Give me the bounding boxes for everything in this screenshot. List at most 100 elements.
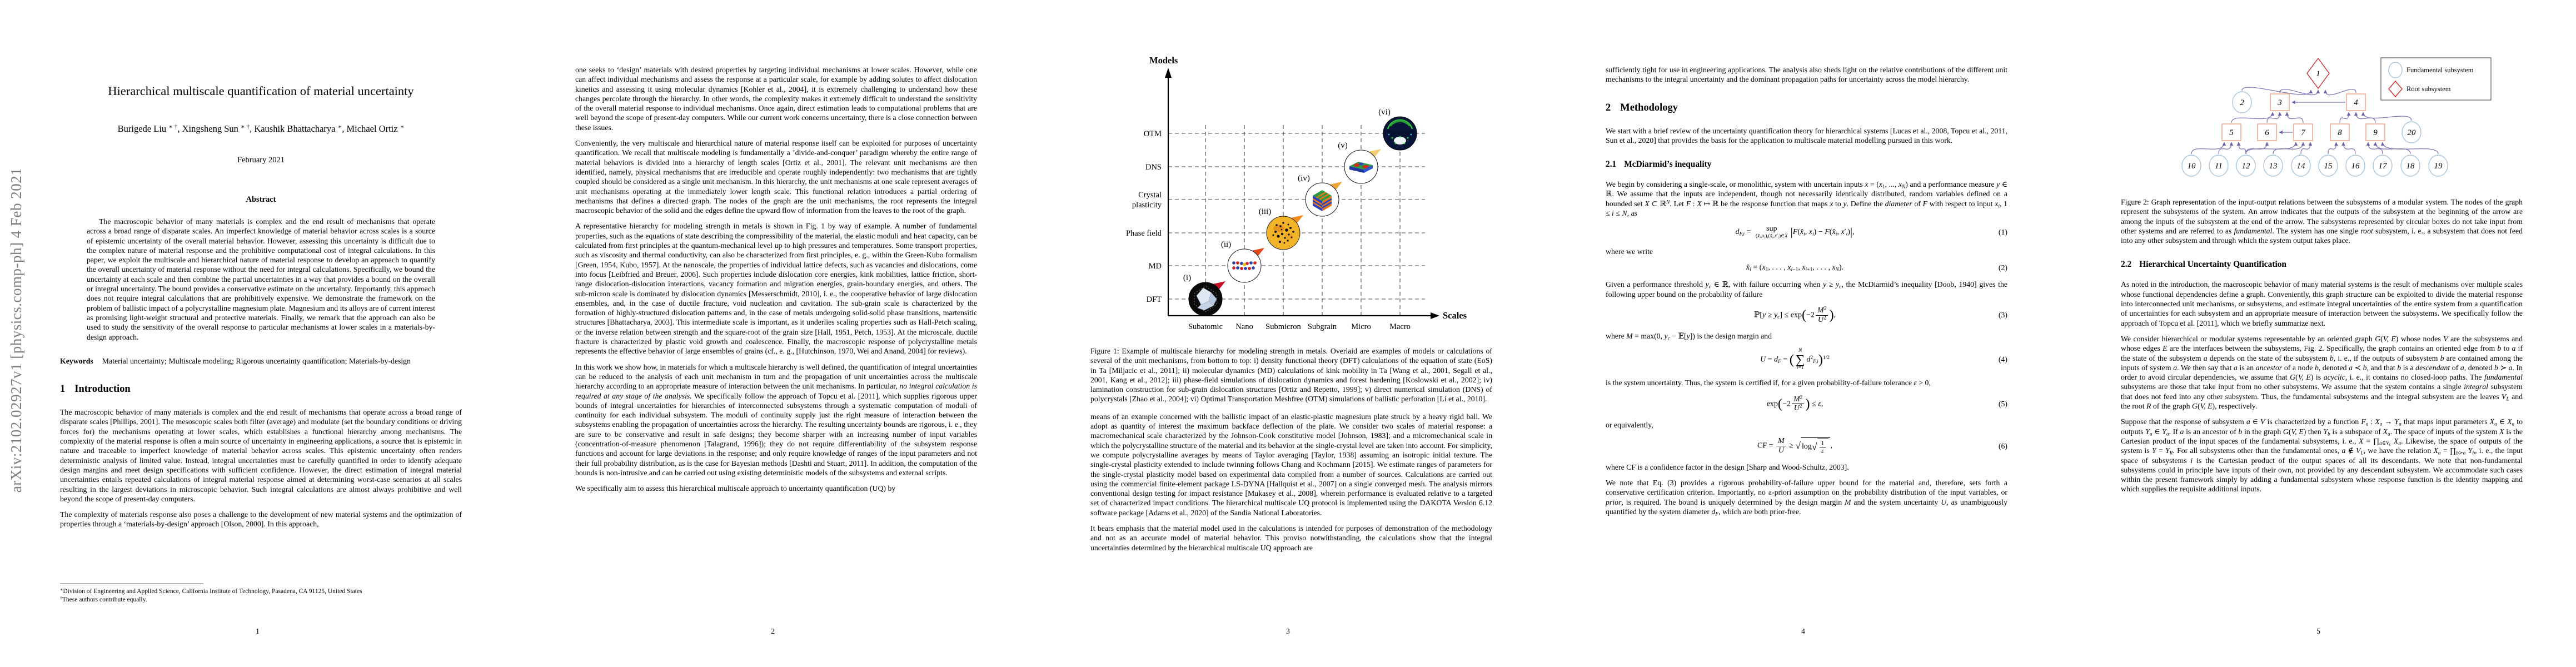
svg-text:Micro: Micro	[1351, 322, 1371, 331]
p4-or-equivalently: or equivalently,	[1606, 421, 1653, 430]
abstract-heading: Abstract	[246, 195, 276, 204]
graph-node-7: 7	[2293, 123, 2313, 141]
page-number-3: 3	[1286, 627, 1290, 635]
legend-fundamental-label: Fundamental subsystem	[2406, 66, 2474, 74]
svg-text:DNS: DNS	[1145, 163, 1161, 172]
graph-node-18: 18	[2400, 155, 2420, 177]
model-axis-labels: OTM DNS Crystal plasticity Phase field M…	[1125, 130, 1162, 304]
svg-text:Submicron: Submicron	[1265, 322, 1301, 331]
y-axis-arrow-icon	[1164, 68, 1172, 78]
graph-node-10: 10	[2181, 155, 2201, 177]
graph-node-2: 2	[2232, 91, 2252, 113]
page-2: one seeks to ‘design’ materials with des…	[515, 0, 1030, 667]
graph-edge-6-3	[2266, 112, 2282, 123]
graph-node-label-11: 11	[2215, 162, 2223, 171]
p1-paragraph-2: The complexity of materials response als…	[60, 510, 462, 529]
figure-1: Models Scales OTM DNS Crystal plasticity…	[1103, 44, 1481, 336]
graph-edge-17-9	[2366, 142, 2383, 155]
graph-edge-5-3	[2231, 112, 2275, 123]
keywords-line: Keywords Material uncertainty; Multiscale…	[60, 356, 462, 366]
equation-3-number: (3)	[1998, 311, 2007, 320]
inset-otm-icon	[1383, 116, 1417, 151]
page-1: arXiv:2102.02927v1 [physics.comp-ph] 4 F…	[0, 0, 515, 667]
graph-node-12: 12	[2236, 155, 2256, 177]
graph-node-label-13: 13	[2269, 162, 2278, 171]
footnote-2: †These authors contribute equally.	[60, 595, 147, 603]
svg-text:Subatomic: Subatomic	[1188, 322, 1222, 331]
inset-md-icon	[1227, 248, 1261, 283]
paper-title: Hierarchical multiscale quantification o…	[108, 84, 414, 98]
p5-paragraph-3: Suppose that the response of subsystem a…	[2121, 417, 2523, 494]
graph-node-17: 17	[2373, 155, 2393, 177]
graph-edge-4-1	[2323, 88, 2356, 96]
graph-node-label-1: 1	[2316, 69, 2320, 78]
page-number-1: 1	[256, 627, 260, 635]
authors-line: Burigede Liu ∗ †, Xingsheng Sun ∗ †, Kau…	[117, 123, 405, 134]
page-4-content: sufficiently tight for use in engineerin…	[1606, 65, 2007, 522]
section-1-heading: 1 Introduction	[60, 384, 131, 395]
inset-labels: (i) (ii) (iii) (iv) (v) (vi)	[1183, 108, 1390, 282]
graph-node-15: 15	[2318, 155, 2338, 177]
x-axis-title: Scales	[1443, 310, 1467, 321]
graph-edge-10-5	[2191, 142, 2226, 155]
legend-root-label: Root subsystem	[2406, 85, 2451, 93]
scale-axis-labels: Subatomic Nano Submicron Subgrain Micro …	[1188, 322, 1410, 331]
svg-text:DFT: DFT	[1146, 295, 1162, 304]
page-2-content: one seeks to ‘design’ materials with des…	[575, 65, 977, 499]
equation-1-number: (1)	[1998, 228, 2007, 237]
graph-node-label-10: 10	[2188, 162, 2196, 171]
inset-dft-icon	[1188, 282, 1222, 316]
phasefield-dots	[1272, 222, 1294, 244]
graph-node-label-4: 4	[2354, 98, 2358, 107]
graph-edge-18-9	[2373, 142, 2411, 155]
inset-phasefield-icon	[1266, 216, 1300, 250]
p4-where-we-write: where we write	[1606, 247, 1653, 256]
graph-edge-3-1	[2279, 88, 2320, 96]
p2-paragraph-3: A representative hierarchy for modeling …	[575, 222, 977, 356]
graph-edge-9-4	[2354, 112, 2376, 123]
graph-node-14: 14	[2291, 155, 2311, 177]
graph-edge-12-7	[2245, 142, 2298, 155]
graph-node-8: 8	[2330, 123, 2350, 141]
figure-1-axes	[1164, 68, 1439, 319]
p3-paragraph-1: means of an example concerned with the b…	[1090, 412, 1492, 517]
graph-edge-11-5	[2218, 142, 2234, 155]
graph-node-label-16: 16	[2351, 162, 2360, 171]
graph-node-16: 16	[2345, 155, 2365, 177]
p2-paragraph-4: In this work we show how, in materials f…	[575, 362, 977, 477]
svg-text:Subgrain: Subgrain	[1307, 322, 1337, 331]
graph-edge-12-5	[2236, 142, 2246, 155]
graph-node-label-20: 20	[2408, 128, 2416, 137]
graph-node-6: 6	[2257, 123, 2277, 141]
otm-speckles	[1391, 136, 1408, 145]
p2-paragraph-5: We specifically aim to assess this hiera…	[575, 484, 896, 493]
graph-node-label-2: 2	[2240, 98, 2244, 107]
figure-1-svg: Models Scales OTM DNS Crystal plasticity…	[1125, 55, 1467, 331]
graph-node-11: 11	[2209, 155, 2229, 177]
page-3: Models Scales OTM DNS Crystal plasticity…	[1030, 0, 1546, 667]
p2-paragraph-2: Conveniently, the very multiscale and hi…	[575, 139, 977, 215]
equation-6-number: (6)	[1998, 441, 2007, 450]
equation-4-number: (4)	[1998, 355, 2007, 364]
graph-node-label-19: 19	[2434, 162, 2443, 171]
svg-text:OTM: OTM	[1143, 130, 1161, 138]
graph-node-label-14: 14	[2297, 162, 2306, 171]
graph-node-label-6: 6	[2265, 128, 2269, 137]
svg-text:(iii): (iii)	[1258, 207, 1271, 216]
y-axis-title: Models	[1149, 55, 1178, 66]
keywords-text: Material uncertainty; Multiscale modelin…	[102, 356, 411, 365]
graph-edge-20-4	[2361, 112, 2412, 121]
equation-2: x̂i = (x1, . . . , xi−1, xi+1, . . . , x…	[1746, 263, 2007, 273]
graph-node-13: 13	[2263, 155, 2283, 177]
graph-edge-14-7	[2300, 142, 2313, 155]
figure-2-svg: Fundamental subsystem Root subsystem 12 3…	[2181, 57, 2492, 177]
date-line: February 2021	[237, 156, 285, 165]
equation-4: U = dF = (N ∑ i=1 d2F,i)1/2 (4)	[1760, 347, 2007, 371]
section-2-heading: 2 Methodology	[1606, 102, 1678, 113]
x-axis-arrow-icon	[1430, 312, 1439, 319]
svg-text:Nano: Nano	[1235, 322, 1253, 331]
page-number-5: 5	[2316, 627, 2320, 635]
legend-fundamental-icon	[2388, 62, 2403, 78]
